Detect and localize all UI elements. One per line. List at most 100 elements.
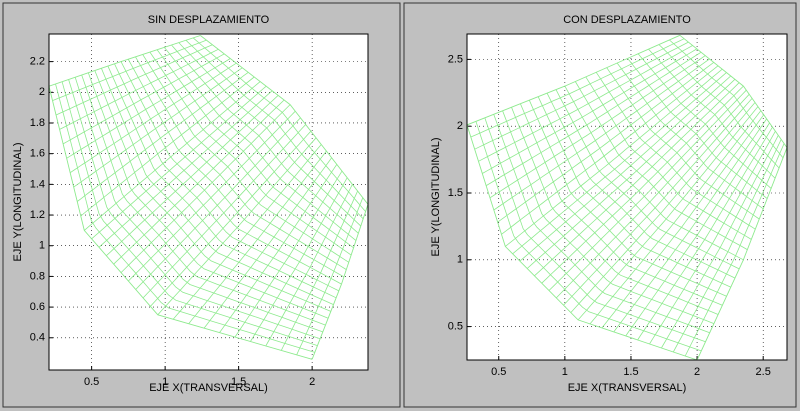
mesh-line — [613, 118, 767, 333]
mesh-boundary — [200, 35, 368, 205]
mesh-line — [589, 110, 762, 325]
mesh-line — [172, 144, 322, 320]
x-tick-label: 1.5 — [623, 366, 638, 378]
mesh-line — [98, 90, 273, 248]
mesh-line — [474, 41, 689, 150]
mesh-line — [157, 137, 317, 316]
mesh-line — [76, 72, 249, 202]
mesh-line — [563, 98, 753, 306]
mesh-line — [470, 38, 685, 138]
y-tick-label: 0.8 — [30, 270, 45, 282]
mesh-line — [219, 164, 338, 333]
y-tick-label: 1.4 — [30, 178, 45, 190]
y-tick-label: 2 — [39, 86, 45, 98]
chart-title: CON DESPLAZAMIENTO — [563, 14, 691, 26]
x-tick-label: 1.5 — [231, 376, 246, 388]
y-tick-label: 2.5 — [448, 53, 463, 65]
x-axis-label: EJE X(TRANSVERSAL) — [149, 382, 268, 394]
mesh-line — [84, 81, 261, 231]
mesh-boundary — [311, 204, 368, 360]
mesh-line — [150, 130, 312, 307]
mesh-line — [478, 45, 693, 162]
x-tick-label: 2.5 — [756, 366, 771, 378]
mesh-line — [62, 53, 225, 145]
y-tick-label: 1 — [39, 240, 45, 252]
mesh — [467, 34, 787, 360]
x-tick-label: 2 — [694, 366, 700, 378]
mesh-line — [501, 65, 719, 235]
mesh-line — [672, 139, 782, 353]
panel-border — [2, 2, 401, 408]
mesh-boundary — [467, 34, 681, 126]
y-tick-label: 2 — [457, 120, 463, 132]
mesh-line — [493, 58, 710, 211]
mesh-line — [80, 76, 255, 217]
mesh-line — [489, 55, 706, 199]
axes-box — [466, 33, 788, 361]
mesh-line — [637, 126, 773, 341]
plot-area — [48, 33, 369, 371]
mesh-line — [55, 44, 213, 116]
mesh-line — [296, 197, 364, 355]
mesh-line — [534, 82, 740, 277]
mesh-line — [52, 39, 207, 101]
mesh-line — [69, 62, 237, 174]
mesh-line — [120, 104, 291, 273]
y-tick-label: 0.5 — [448, 321, 463, 333]
x-tick-label: 1 — [162, 376, 168, 388]
x-tick-label: 1 — [562, 366, 568, 378]
y-tick-label: 1.5 — [448, 187, 463, 199]
mesh-line — [505, 68, 723, 247]
mesh-boundary — [467, 124, 698, 360]
mesh — [49, 35, 368, 360]
y-axis-label: EJE Y(LONGITUDINAL) — [430, 138, 442, 257]
mesh-line — [570, 102, 756, 313]
mesh-line — [684, 143, 785, 357]
mesh-boundary — [696, 147, 787, 360]
mesh-line — [485, 51, 702, 186]
mesh-line — [234, 170, 343, 338]
mesh-line — [601, 114, 765, 329]
x-tick-label: 0.5 — [84, 376, 99, 388]
x-tick-label: 2 — [309, 376, 315, 388]
x-tick-label: 0.5 — [491, 366, 506, 378]
mesh-line — [280, 190, 358, 351]
mesh-boundary — [49, 86, 313, 360]
mesh-line — [577, 106, 759, 321]
y-tick-label: 2.2 — [30, 56, 45, 68]
mesh-line — [91, 85, 267, 240]
mesh-line — [548, 89, 747, 291]
x-axis-label: EJE X(TRANSVERSAL) — [568, 382, 687, 394]
mesh-line — [556, 94, 750, 299]
mesh-line — [59, 48, 219, 130]
mesh-line — [250, 177, 348, 342]
mesh-boundary — [679, 34, 787, 148]
mesh-line — [73, 67, 243, 188]
mesh-line — [106, 95, 279, 256]
mesh-line — [625, 122, 770, 337]
chart-title: SIN DESPLAZAMIENTO — [148, 14, 270, 26]
mesh-line — [142, 124, 306, 299]
mesh-boundary — [49, 35, 201, 87]
mesh-line — [661, 135, 779, 349]
mesh-line — [66, 58, 231, 159]
mesh-line — [482, 48, 698, 174]
mesh-line — [135, 117, 301, 290]
mesh-line — [265, 184, 353, 347]
y-tick-label: 1.6 — [30, 148, 45, 160]
y-tick-label: 1.8 — [30, 117, 45, 129]
mesh-line — [512, 72, 727, 255]
mesh-line — [541, 85, 744, 284]
mesh-line — [526, 79, 736, 269]
panel-border — [403, 2, 797, 408]
mesh-line — [128, 110, 296, 282]
y-tick-label: 1 — [457, 254, 463, 266]
mesh-line — [188, 150, 327, 324]
y-tick-label: 1.2 — [30, 209, 45, 221]
mesh-line — [113, 99, 285, 265]
y-tick-label: 0.6 — [30, 301, 45, 313]
mesh-line — [203, 157, 332, 329]
mesh-line — [519, 75, 731, 262]
